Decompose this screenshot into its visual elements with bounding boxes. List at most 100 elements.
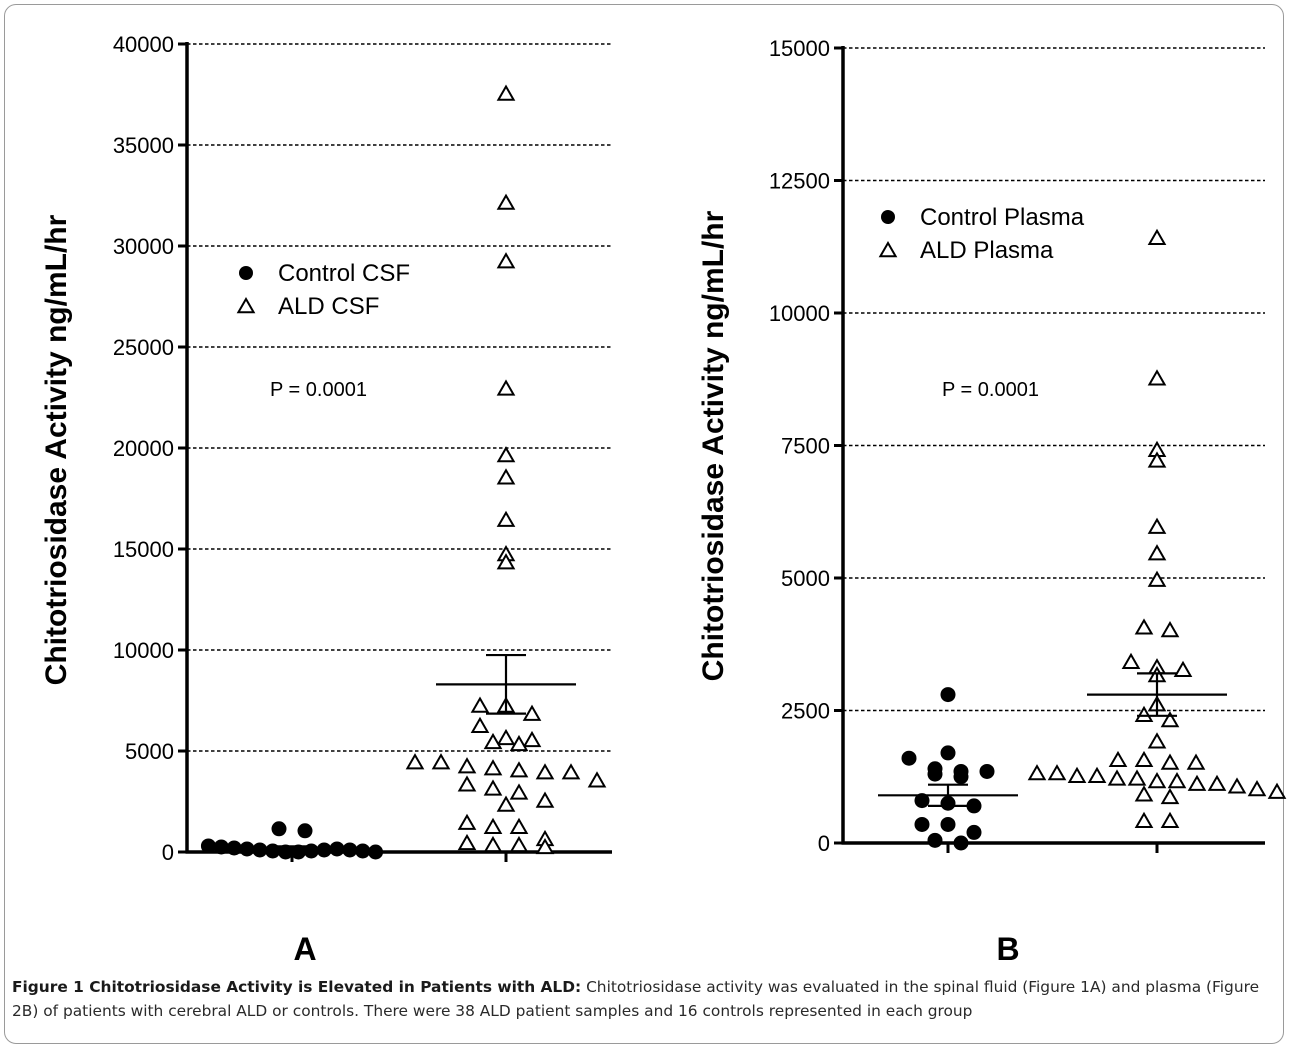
data-point-ald bbox=[1160, 753, 1180, 770]
data-point-ald bbox=[1108, 750, 1128, 768]
data-point-ald bbox=[1147, 517, 1167, 534]
data-point-ald bbox=[1147, 369, 1167, 386]
data-point-ald bbox=[535, 763, 555, 780]
data-point-ald bbox=[1187, 774, 1207, 791]
data-point-ald bbox=[457, 833, 477, 851]
data-point-ald bbox=[431, 753, 451, 770]
data-point-control bbox=[940, 745, 956, 761]
data-point-ald bbox=[535, 791, 555, 808]
data-point-ald bbox=[1267, 782, 1287, 799]
data-point-ald bbox=[1147, 772, 1167, 789]
data-point-control bbox=[940, 816, 956, 832]
data-point-ald bbox=[1147, 570, 1167, 587]
data-point-control bbox=[914, 793, 930, 809]
y-tick-label: 40000 bbox=[113, 32, 174, 57]
data-point-ald bbox=[1247, 779, 1267, 797]
data-point-ald bbox=[405, 753, 425, 770]
panel-letter: A bbox=[293, 931, 316, 967]
data-point-ald bbox=[535, 837, 555, 855]
data-point-control bbox=[226, 840, 242, 856]
data-point-ald bbox=[1186, 753, 1206, 770]
data-point-control bbox=[940, 687, 956, 703]
legend-label: Control Plasma bbox=[920, 204, 1085, 231]
caption-text: Chitotriosidase activity was evaluated i… bbox=[12, 978, 1260, 1020]
legend-marker-ald bbox=[878, 240, 898, 258]
y-tick-label: 10000 bbox=[769, 301, 830, 326]
data-point-ald bbox=[561, 763, 581, 780]
legend-marker-control bbox=[881, 210, 895, 224]
data-point-control bbox=[200, 838, 216, 854]
data-point-ald bbox=[509, 817, 529, 834]
data-point-ald bbox=[1067, 766, 1087, 783]
data-point-ald bbox=[496, 193, 516, 210]
data-point-control bbox=[316, 842, 332, 858]
y-tick-label: 0 bbox=[818, 831, 830, 856]
caption-title: Figure 1 Chitotriosidase Activity is Ele… bbox=[12, 978, 582, 996]
data-point-ald bbox=[496, 795, 516, 812]
data-point-ald bbox=[457, 757, 477, 774]
data-point-ald bbox=[1147, 228, 1167, 245]
legend-marker-control bbox=[239, 266, 253, 280]
data-point-ald bbox=[1134, 785, 1154, 802]
y-tick-label: 15000 bbox=[113, 537, 174, 562]
data-point-control bbox=[914, 816, 930, 832]
data-point-control bbox=[252, 842, 268, 858]
y-tick-label: 5000 bbox=[781, 566, 830, 591]
data-point-control bbox=[355, 843, 371, 859]
data-point-control bbox=[368, 844, 384, 860]
data-point-ald bbox=[496, 379, 516, 396]
y-tick-label: 2500 bbox=[781, 699, 830, 724]
data-point-control bbox=[953, 835, 969, 851]
y-tick-label: 35000 bbox=[113, 133, 174, 158]
data-point-ald bbox=[1160, 711, 1180, 728]
data-point-ald bbox=[496, 252, 516, 269]
data-point-ald bbox=[496, 553, 516, 570]
data-point-control bbox=[271, 821, 287, 837]
data-point-ald bbox=[509, 734, 529, 752]
data-point-ald bbox=[1027, 764, 1047, 781]
data-point-ald bbox=[522, 704, 542, 721]
data-point-ald bbox=[1121, 652, 1141, 669]
legend-label: Control CSF bbox=[278, 260, 410, 287]
data-point-ald bbox=[1134, 811, 1154, 828]
y-axis-title: Chitotriosidase Activity ng/mL/hr bbox=[40, 214, 73, 685]
data-point-ald bbox=[1160, 787, 1180, 805]
data-point-control bbox=[966, 798, 982, 814]
data-point-ald bbox=[1207, 774, 1227, 791]
data-point-ald bbox=[1167, 772, 1187, 789]
data-point-control bbox=[213, 839, 229, 855]
data-point-ald bbox=[522, 730, 542, 748]
y-tick-label: 0 bbox=[162, 840, 174, 865]
data-point-ald bbox=[1147, 544, 1167, 561]
y-tick-label: 30000 bbox=[113, 234, 174, 259]
data-point-ald bbox=[1173, 660, 1193, 677]
data-point-control bbox=[927, 832, 943, 848]
data-point-ald bbox=[509, 783, 529, 800]
p-value-annotation: P = 0.0001 bbox=[942, 379, 1039, 401]
y-tick-label: 10000 bbox=[113, 638, 174, 663]
panel-letter: B bbox=[996, 931, 1019, 967]
legend-label: ALD CSF bbox=[278, 293, 379, 320]
data-point-control bbox=[297, 823, 313, 839]
data-point-ald bbox=[1160, 811, 1180, 828]
data-point-ald bbox=[1134, 618, 1154, 635]
data-point-ald bbox=[1134, 705, 1154, 722]
data-point-ald bbox=[1134, 750, 1154, 768]
data-point-ald bbox=[483, 835, 503, 853]
data-point-ald bbox=[1127, 769, 1147, 786]
data-point-ald bbox=[1107, 769, 1127, 786]
data-point-ald bbox=[470, 716, 490, 733]
data-point-ald bbox=[509, 761, 529, 778]
data-point-ald bbox=[483, 817, 503, 834]
data-point-control bbox=[979, 763, 995, 779]
data-point-ald bbox=[470, 696, 490, 713]
data-point-ald bbox=[1160, 620, 1180, 638]
p-value-annotation: P = 0.0001 bbox=[270, 379, 367, 401]
data-point-ald bbox=[457, 775, 477, 792]
y-tick-label: 25000 bbox=[113, 335, 174, 360]
data-point-ald bbox=[496, 510, 516, 527]
data-point-ald bbox=[496, 446, 516, 463]
data-point-control bbox=[966, 824, 982, 840]
figure-caption: Figure 1 Chitotriosidase Activity is Ele… bbox=[12, 975, 1278, 1023]
